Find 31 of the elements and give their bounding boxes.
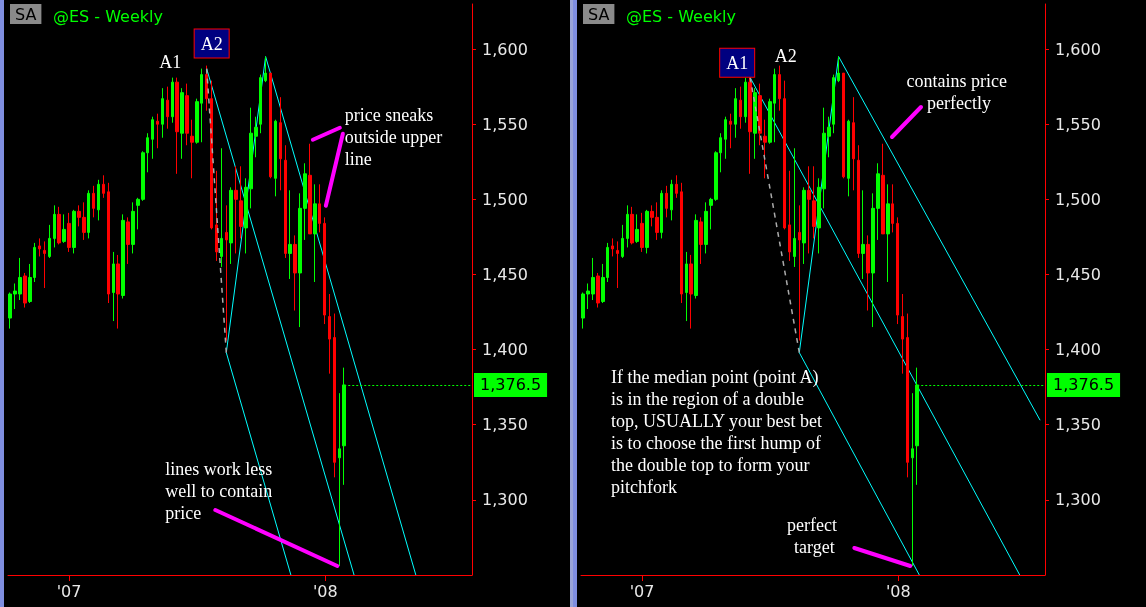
x-tick-label: '07: [56, 581, 82, 601]
y-tick-label: 1,350: [482, 415, 528, 435]
x-tick-label: '08: [312, 581, 338, 601]
annotation: A1: [726, 52, 749, 73]
y-tick-label: 1,300: [1055, 490, 1101, 510]
y-tick-label: 1,400: [1055, 340, 1101, 360]
x-tick-label: '08: [885, 581, 911, 601]
ref-line-label: 1,376.5: [480, 375, 542, 395]
chart-subtitle: SA: [15, 4, 37, 24]
ref-line-label: 1,376.5: [1053, 375, 1115, 395]
y-tick-label: 1,350: [1055, 415, 1101, 435]
chart-title: @ES - Weekly: [626, 6, 736, 26]
annotation: A1: [159, 51, 182, 72]
annotation: A2: [774, 45, 797, 66]
annotation: contains price perfectly: [906, 71, 1012, 113]
y-tick-label: 1,400: [482, 340, 528, 360]
annotation: perfect target: [787, 514, 842, 557]
y-tick-label: 1,300: [482, 490, 528, 510]
chart-subtitle: SA: [588, 4, 610, 24]
y-tick-label: 1,550: [482, 114, 528, 134]
annotation: A2: [200, 33, 223, 54]
y-tick-label: 1,450: [1055, 264, 1101, 284]
x-tick-label: '07: [629, 581, 655, 601]
y-tick-label: 1,500: [482, 189, 528, 209]
y-tick-label: 1,450: [482, 264, 528, 284]
annotation: price sneaks outside upper line: [344, 104, 447, 169]
chart-title: @ES - Weekly: [53, 6, 163, 26]
y-tick-label: 1,500: [1055, 189, 1101, 209]
y-tick-label: 1,600: [482, 39, 528, 59]
y-tick-label: 1,550: [1055, 114, 1101, 134]
y-tick-label: 1,600: [1055, 39, 1101, 59]
